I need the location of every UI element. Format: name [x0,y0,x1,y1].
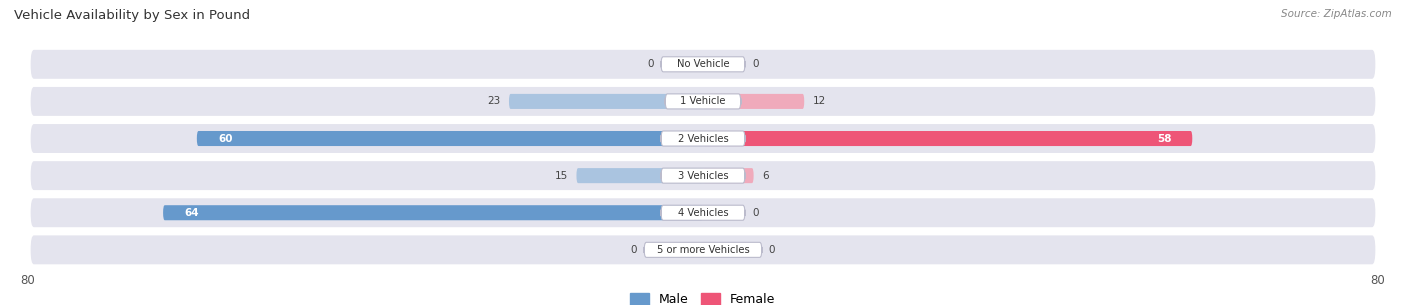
FancyBboxPatch shape [703,131,1192,146]
FancyBboxPatch shape [665,94,741,109]
Text: 2 Vehicles: 2 Vehicles [678,134,728,144]
FancyBboxPatch shape [31,87,1375,116]
Text: 64: 64 [184,208,198,218]
FancyBboxPatch shape [31,50,1375,79]
Text: 0: 0 [769,245,775,255]
FancyBboxPatch shape [661,168,745,183]
FancyBboxPatch shape [661,131,745,146]
Text: No Vehicle: No Vehicle [676,59,730,69]
FancyBboxPatch shape [576,168,703,183]
Text: 60: 60 [218,134,232,144]
FancyBboxPatch shape [163,205,703,220]
Text: 0: 0 [752,59,758,69]
Text: 23: 23 [488,96,501,106]
FancyBboxPatch shape [703,94,804,109]
Text: 58: 58 [1157,134,1171,144]
Text: 0: 0 [648,59,654,69]
Text: 1 Vehicle: 1 Vehicle [681,96,725,106]
FancyBboxPatch shape [31,124,1375,153]
Text: Vehicle Availability by Sex in Pound: Vehicle Availability by Sex in Pound [14,9,250,22]
FancyBboxPatch shape [703,168,754,183]
Text: 15: 15 [555,170,568,181]
Text: 5 or more Vehicles: 5 or more Vehicles [657,245,749,255]
Text: 0: 0 [752,208,758,218]
FancyBboxPatch shape [661,205,745,220]
FancyBboxPatch shape [197,131,703,146]
FancyBboxPatch shape [509,94,703,109]
FancyBboxPatch shape [31,198,1375,227]
Text: 0: 0 [631,245,637,255]
Legend: Male, Female: Male, Female [626,288,780,305]
Text: 6: 6 [762,170,769,181]
Text: Source: ZipAtlas.com: Source: ZipAtlas.com [1281,9,1392,19]
FancyBboxPatch shape [31,235,1375,264]
FancyBboxPatch shape [661,57,745,72]
FancyBboxPatch shape [644,242,762,257]
Text: 12: 12 [813,96,825,106]
Text: 3 Vehicles: 3 Vehicles [678,170,728,181]
FancyBboxPatch shape [31,161,1375,190]
Text: 4 Vehicles: 4 Vehicles [678,208,728,218]
